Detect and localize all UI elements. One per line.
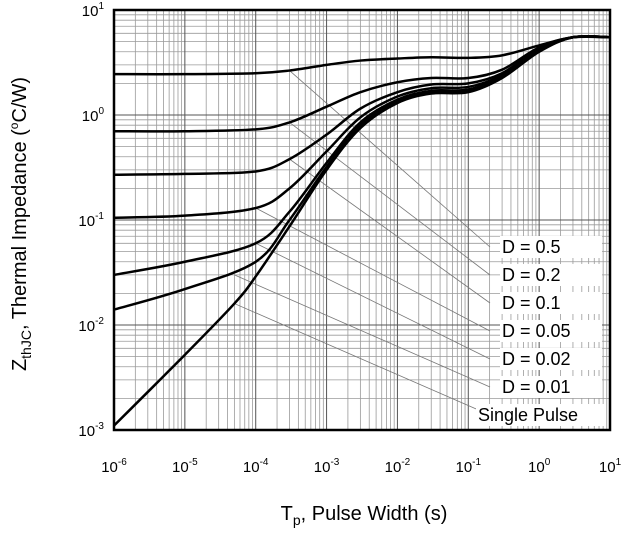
legend-label-background <box>500 376 602 398</box>
y-tick-label: 101 <box>82 1 105 20</box>
legend-label-background <box>476 404 606 426</box>
legend-label-background <box>500 292 602 314</box>
x-tick-label: 101 <box>599 457 622 476</box>
legend-label: Single Pulse <box>478 405 578 425</box>
y-tick-label: 10-1 <box>78 211 104 230</box>
legend-label: D = 0.5 <box>502 237 561 257</box>
guide-line <box>234 274 491 388</box>
series-line-single-pulse <box>113 34 611 427</box>
x-tick-label: 10-6 <box>101 457 127 476</box>
duty-guide-lines <box>234 70 491 416</box>
guide-line <box>234 303 491 416</box>
x-tick-label: 10-1 <box>455 457 481 476</box>
x-tick-label: 10-2 <box>385 457 411 476</box>
x-tick-label: 10-3 <box>314 457 340 476</box>
guide-line <box>289 158 491 304</box>
guide-line <box>289 122 491 276</box>
y-tick-label: 10-2 <box>78 316 104 335</box>
y-tick-label: 100 <box>82 106 105 125</box>
series-line-d-0-5 <box>113 35 611 76</box>
legend-label: D = 0.1 <box>502 293 561 313</box>
y-tick-label: 10-3 <box>78 421 104 440</box>
x-tick-labels: 10-6 10-5 10-4 10-3 10-2 10-1 100 101 <box>101 457 621 476</box>
x-axis-title: Tp, Pulse Width (s) <box>281 503 448 528</box>
legend-label: D = 0.05 <box>502 321 571 341</box>
legend-label: D = 0.02 <box>502 349 571 369</box>
series-layer <box>113 34 611 427</box>
guide-line <box>289 70 491 248</box>
plot-border <box>112 8 612 432</box>
guide-line <box>255 242 491 360</box>
y-tick-labels: 101 100 10-1 10-2 10-3 <box>78 1 104 440</box>
x-tick-label: 100 <box>528 457 551 476</box>
legend-label: D = 0.01 <box>502 377 571 397</box>
legend-label-background <box>500 320 602 342</box>
x-tick-label: 10-4 <box>243 457 269 476</box>
x-tick-label: 10-5 <box>172 457 198 476</box>
legend-label-background <box>500 236 602 258</box>
guide-line <box>255 207 491 332</box>
legend-label-background <box>500 264 602 286</box>
legend-label-background <box>500 348 602 370</box>
legend: D = 0.5 D = 0.2 D = 0.1 D = 0.05 D = 0.02 D =… <box>476 236 606 426</box>
legend-label: D = 0.2 <box>502 265 561 285</box>
y-axis-title: ZthJC, Thermal Impedance (oC/W) <box>7 77 34 371</box>
